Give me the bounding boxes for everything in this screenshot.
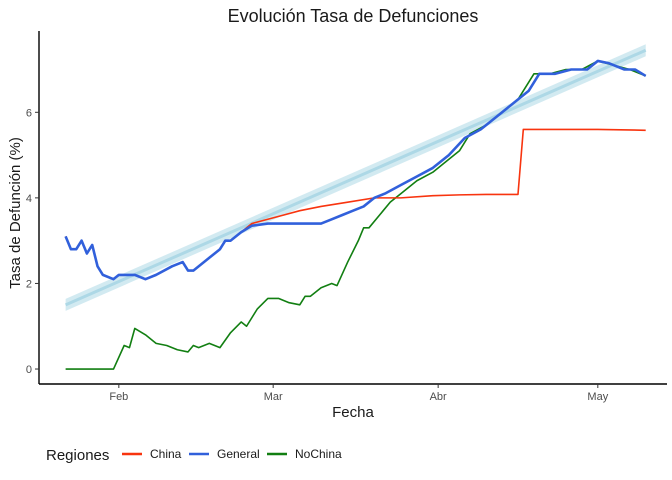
x-axis-ticks: Feb Mar Abr May <box>109 384 609 403</box>
series-layer <box>64 59 647 370</box>
plot-area: 0 2 4 6 Feb Mar Abr May <box>26 31 667 403</box>
y-axis-ticks: 0 2 4 6 <box>26 107 39 376</box>
x-axis-title: Fecha <box>332 404 374 421</box>
chart-title: Evolución Tasa de Defunciones <box>228 6 479 26</box>
legend-label-general: General <box>217 447 260 461</box>
series-line-general <box>64 59 647 281</box>
legend-label-china: China <box>150 447 182 461</box>
series-line-china <box>64 128 646 280</box>
y-tick-label: 6 <box>26 107 32 119</box>
y-tick-label: 2 <box>26 278 32 290</box>
y-axis-title: Tasa de Defunción (%) <box>7 137 24 289</box>
x-tick-label: May <box>587 391 608 403</box>
trend-layer <box>65 44 647 311</box>
legend-title: Regiones <box>46 447 109 464</box>
y-tick-label: 4 <box>26 193 32 205</box>
x-tick-label: Feb <box>109 391 128 403</box>
trend-line <box>65 48 647 307</box>
x-tick-label: Abr <box>430 391 447 403</box>
series-line-nochina <box>65 60 647 370</box>
legend-label-nochina: NoChina <box>295 447 342 461</box>
legend: Regiones China General NoChina <box>46 447 342 464</box>
legend-items: China General NoChina <box>122 447 342 461</box>
x-tick-label: Mar <box>264 391 283 403</box>
y-tick-label: 0 <box>26 364 32 376</box>
